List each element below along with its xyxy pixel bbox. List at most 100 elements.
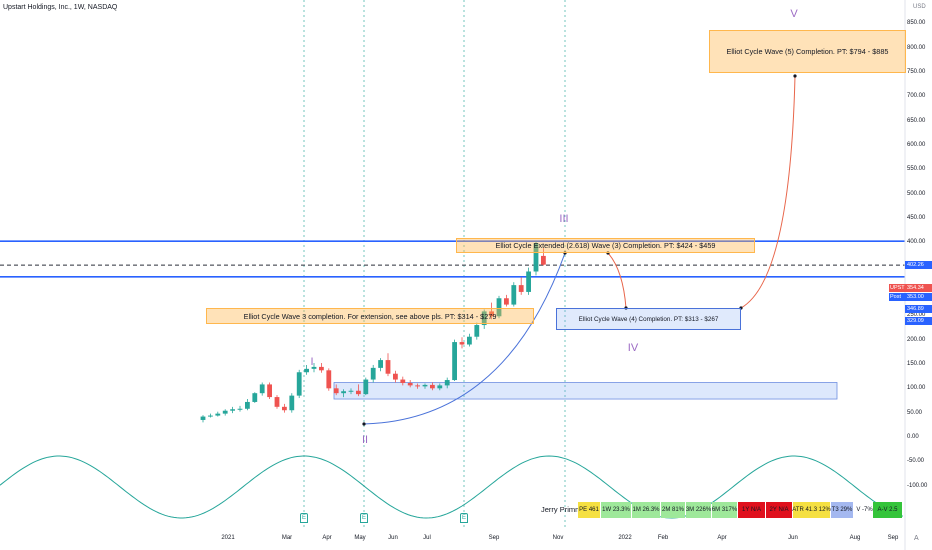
candle-body	[259, 384, 265, 394]
y-tick-label: 0.00	[907, 434, 919, 440]
wave-label-iv: IV	[627, 342, 639, 354]
indicator-chip: T3 29%	[831, 502, 853, 518]
candle-body	[311, 366, 317, 369]
candle-body	[289, 395, 295, 411]
x-tick-label: 2022	[618, 535, 632, 541]
x-tick-label: Apr	[322, 535, 332, 541]
candlestick-series	[200, 241, 546, 423]
wave3-projection-arc	[363, 252, 566, 425]
candle-body	[400, 379, 406, 383]
projection-anchor-dot	[793, 74, 797, 78]
x-tick-label: Jul	[423, 535, 431, 541]
y-tick-label: 600.00	[907, 141, 926, 148]
indicator-chip: ATR 41.3 12%	[792, 502, 831, 518]
y-tick-label: 450.00	[907, 214, 926, 221]
wave-label-i: I	[310, 356, 314, 368]
indicator-chip: PE 461	[578, 502, 600, 518]
y-tick-label: 850.00	[907, 20, 926, 27]
cycle-oscillator	[0, 455, 904, 519]
candle-body	[200, 416, 206, 420]
candle-body	[267, 384, 272, 398]
candle-body	[230, 409, 235, 411]
wave4-target-zone[interactable]: Elliot Cycle Wave (4) Completion. PT: $3…	[556, 308, 741, 330]
price-label-last: 354.34	[905, 284, 932, 292]
candle-body	[533, 243, 539, 272]
wave-projection-curves	[362, 74, 797, 426]
candle-body	[422, 384, 428, 387]
wave-label-ii: II	[361, 434, 369, 446]
x-tick-label: 2021	[221, 535, 235, 541]
earnings-icon[interactable]: E	[300, 513, 308, 523]
candle-body	[245, 401, 250, 409]
candle-body	[437, 385, 443, 389]
candle-body	[467, 336, 472, 345]
y-tick-label: 550.00	[907, 166, 926, 173]
candle-body	[452, 342, 457, 381]
candle-body	[444, 380, 450, 386]
candle-body	[348, 390, 354, 392]
x-tick-label: May	[354, 535, 366, 541]
candle-body	[363, 379, 369, 395]
y-tick-label: 750.00	[907, 68, 926, 75]
indicator-chip: 2Y N/A	[766, 502, 792, 518]
candle-body	[341, 391, 346, 394]
candle-body	[319, 366, 324, 371]
candle-body	[526, 271, 531, 292]
wave3-extended-target-zone[interactable]: Elliot Cycle Extended (2.618) Wave (3) C…	[456, 238, 755, 253]
candle-body	[504, 298, 509, 305]
candle-body	[252, 393, 258, 402]
wave-label-v: V	[790, 8, 798, 20]
candle-body	[481, 311, 487, 326]
x-tick-label: Nov	[552, 535, 564, 541]
indicator-chip: 1W 23.3%	[601, 502, 631, 518]
indicator-chip: 1Y N/A	[738, 502, 765, 518]
candle-body	[378, 360, 383, 368]
y-tick-label: 500.00	[907, 190, 926, 197]
candle-body	[356, 390, 361, 395]
price-label-level-high: 402.26	[905, 261, 932, 269]
currency-label: USD	[913, 4, 926, 10]
candle-body	[541, 255, 546, 265]
y-tick-label: 650.00	[907, 117, 926, 124]
ticker-tag: UPST	[889, 284, 905, 292]
y-tick-label: 150.00	[907, 360, 926, 367]
indicator-chip: 3M 226%	[686, 502, 711, 518]
wave5-projection-arrow	[740, 75, 796, 309]
x-tick-label: Aug	[849, 535, 861, 541]
candle-body	[407, 382, 413, 386]
wave5-target-zone[interactable]: Elliot Cycle Wave (5) Completion. PT: $7…	[709, 30, 906, 73]
price-label-level-mid: 346.89	[905, 305, 932, 313]
earnings-icon[interactable]: E	[460, 513, 468, 523]
chart-title: Upstart Holdings, Inc., 1W, NASDAQ	[3, 4, 118, 11]
x-tick-label: Mar	[281, 535, 293, 541]
y-tick-label: 700.00	[907, 93, 926, 100]
wave-label-iii: III	[559, 213, 569, 225]
cycle-wave-line	[0, 455, 904, 519]
y-tick-label: 200.00	[907, 336, 926, 343]
candle-body	[496, 298, 502, 317]
wave4-projection-arrow	[607, 252, 627, 309]
y-tick-label: 800.00	[907, 44, 926, 51]
auto-scale-button[interactable]: A	[914, 535, 919, 542]
x-tick-label: Feb	[657, 535, 669, 541]
indicator-name: Jerry Primme	[541, 505, 586, 514]
price-level-lines	[0, 240, 905, 278]
price-label-level-low: 329.09	[905, 317, 932, 325]
earnings-icon[interactable]: E	[360, 513, 368, 523]
y-tick-label: 250.00	[907, 312, 926, 319]
candle-body	[415, 385, 420, 387]
candle-body	[511, 285, 517, 305]
candle-body	[215, 413, 221, 416]
x-tick-label: Jun	[788, 535, 798, 541]
candle-body	[393, 373, 398, 380]
wave3-basic-target-zone[interactable]: Elliot Cycle Wave 3 completion. For exte…	[206, 308, 534, 324]
y-tick-label: 400.00	[907, 239, 926, 246]
x-tick-label: Apr	[717, 535, 727, 541]
candle-body	[489, 311, 494, 317]
x-tick-label: Sep	[887, 535, 899, 541]
y-tick-label: 900.00	[907, 0, 931, 2]
indicator-chip: A-V 2.5	[873, 502, 902, 518]
candle-body	[385, 360, 391, 374]
candle-body	[459, 342, 465, 345]
